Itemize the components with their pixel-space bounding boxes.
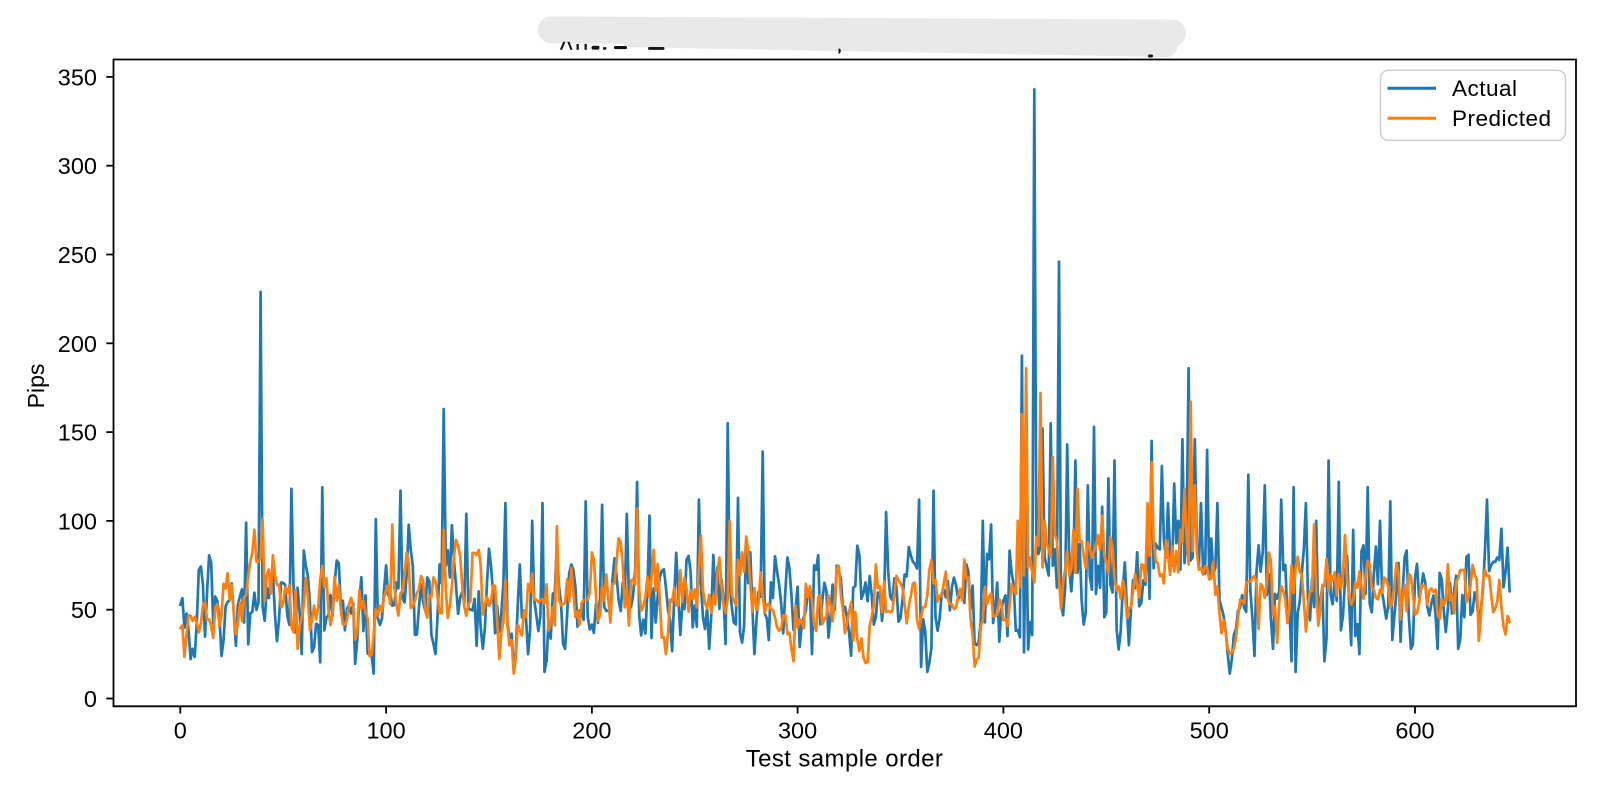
svg-text:300: 300 — [58, 153, 97, 179]
svg-text:400: 400 — [984, 718, 1023, 744]
svg-text:100: 100 — [58, 508, 97, 534]
svg-text:200: 200 — [58, 331, 97, 357]
svg-text:250: 250 — [58, 242, 97, 268]
svg-text:100: 100 — [366, 718, 405, 744]
svg-text:350: 350 — [58, 64, 97, 90]
svg-text:0: 0 — [174, 718, 187, 744]
svg-text:Predicted: Predicted — [1452, 106, 1552, 131]
svg-text:0: 0 — [84, 686, 97, 712]
svg-text:Pips: Pips — [23, 364, 49, 409]
svg-text:600: 600 — [1395, 718, 1434, 744]
svg-text:200: 200 — [572, 718, 611, 744]
svg-text:150: 150 — [58, 420, 97, 446]
svg-text:300: 300 — [778, 718, 817, 744]
svg-text:Actual: Actual — [1452, 76, 1518, 101]
svg-text:Test sample order: Test sample order — [746, 746, 944, 773]
svg-text:50: 50 — [71, 597, 97, 623]
svg-text:500: 500 — [1190, 718, 1229, 744]
